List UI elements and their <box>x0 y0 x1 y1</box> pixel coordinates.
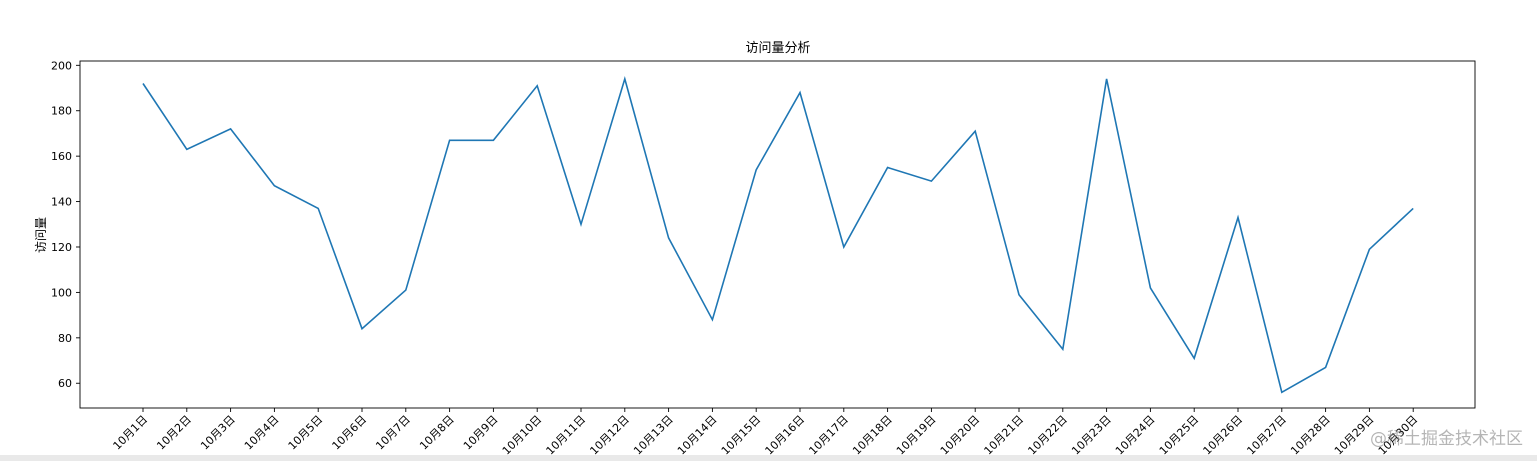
x-tick-label: 10月21日 <box>982 413 1027 458</box>
y-tick-label: 60 <box>58 377 72 390</box>
x-tick-label: 10月7日 <box>373 413 413 453</box>
x-tick-label: 10月13日 <box>631 413 676 458</box>
chart-title: 访问量分析 <box>745 41 810 56</box>
bottom-strip <box>0 455 1537 461</box>
plot-area <box>79 60 1476 409</box>
y-tick-label: 200 <box>51 59 72 72</box>
x-tick-label: 10月26日 <box>1201 413 1246 458</box>
y-tick-label: 160 <box>51 150 72 163</box>
x-tick-label: 10月8日 <box>417 413 457 453</box>
x-tick-label: 10月9日 <box>461 413 501 453</box>
y-tick-label: 80 <box>58 332 72 345</box>
y-tick-label: 100 <box>51 286 72 299</box>
x-tick-label: 10月6日 <box>330 413 370 453</box>
watermark: @稀土掘金技术社区 <box>1370 429 1523 449</box>
x-axis: 10月1日 10月2日 10月3日 10月4日 10月5日 10月6日 10月7日 10月8日… <box>111 408 1420 458</box>
x-tick-label: 10月5日 <box>286 413 326 453</box>
y-tick-label: 180 <box>51 105 72 118</box>
series-line <box>142 76 1414 394</box>
x-tick-label: 10月25日 <box>1157 413 1202 458</box>
y-tick-label: 140 <box>51 196 72 209</box>
x-tick-label: 10月11日 <box>544 413 589 458</box>
x-tick-label: 10月23日 <box>1069 413 1114 458</box>
x-tick-label: 10月19日 <box>894 413 939 458</box>
x-tick-label: 10月18日 <box>850 413 895 458</box>
x-tick-label: 10月22日 <box>1025 413 1070 458</box>
x-tick-label: 10月12日 <box>587 413 632 458</box>
x-tick-label: 10月27日 <box>1244 413 1289 458</box>
x-tick-label: 10月3日 <box>198 413 238 453</box>
x-tick-label: 10月16日 <box>763 413 808 458</box>
x-tick-label: 10月14日 <box>675 413 720 458</box>
x-tick-label: 10月1日 <box>111 413 151 453</box>
x-tick-label: 10月4日 <box>242 413 282 453</box>
x-tick-label: 10月17日 <box>806 413 851 458</box>
y-axis: 60 80 100 120 140 160 180 200 <box>51 59 80 390</box>
y-axis-label: 访问量 <box>34 217 48 253</box>
x-tick-label: 10月28日 <box>1288 413 1333 458</box>
x-tick-label: 10月24日 <box>1113 413 1158 458</box>
x-tick-label: 10月10日 <box>500 413 545 458</box>
y-tick-label: 120 <box>51 241 72 254</box>
x-tick-label: 10月20日 <box>938 413 983 458</box>
x-tick-label: 10月15日 <box>719 413 764 458</box>
x-tick-label: 10月2日 <box>154 413 194 453</box>
